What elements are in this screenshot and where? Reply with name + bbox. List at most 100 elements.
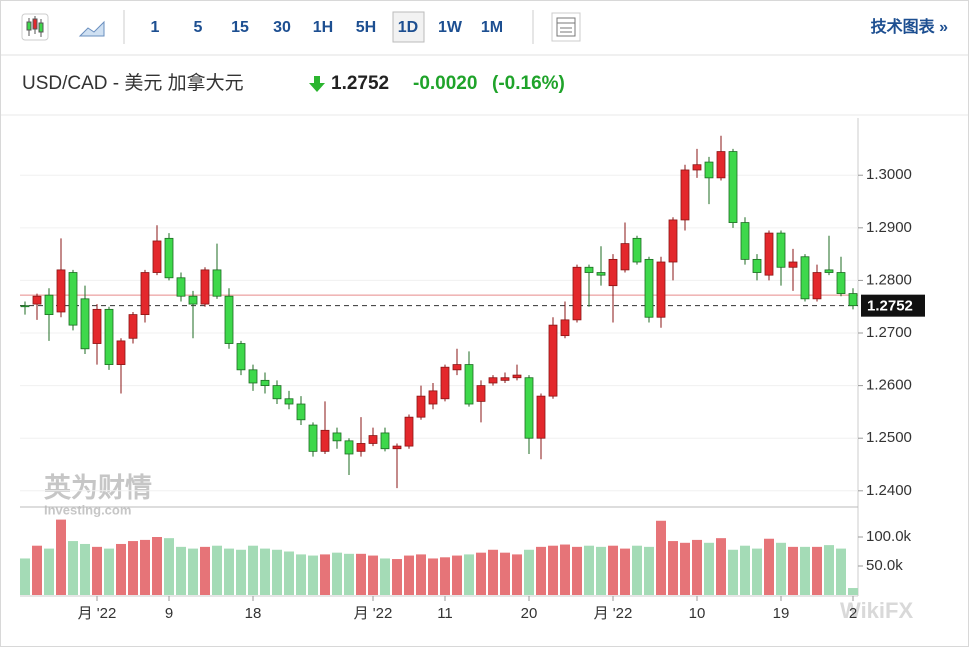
volume-bar	[404, 555, 414, 595]
candle-body	[92, 308, 102, 344]
volume-bar	[836, 548, 846, 595]
interval-button[interactable]: 1W	[438, 19, 463, 36]
x-tick-label: 20	[521, 605, 538, 622]
candle-body	[56, 269, 66, 313]
volume-bar	[212, 545, 222, 595]
volume-bar	[752, 548, 762, 595]
candle-body	[464, 364, 474, 405]
technical-link[interactable]: 技术图表 »	[871, 17, 948, 36]
candle-body	[392, 445, 402, 450]
volume-bar	[512, 554, 522, 595]
candle-body	[164, 237, 174, 279]
volume-bar	[500, 552, 510, 595]
candle-body	[284, 398, 294, 405]
volume-bar	[236, 549, 246, 595]
volume-bar	[332, 552, 342, 595]
candle-body	[776, 232, 786, 268]
last-price-label: 1.2752	[867, 298, 913, 315]
y-tick-label: 1.2600	[866, 377, 912, 394]
volume-bar	[704, 542, 714, 595]
volume-bar	[488, 549, 498, 595]
interval-button[interactable]: 5	[194, 19, 203, 36]
candle-body	[644, 258, 654, 318]
candle-body	[716, 151, 726, 179]
volume-bar	[560, 544, 570, 595]
volume-bar	[104, 548, 114, 595]
volume-bar	[284, 551, 294, 595]
candle-body	[656, 261, 666, 318]
y-tick-label: 1.2500	[866, 429, 912, 446]
candle-body	[320, 429, 330, 452]
candle-body	[704, 161, 714, 179]
x-tick-label: 10	[689, 605, 706, 622]
candle-body	[308, 424, 318, 452]
candle-body	[440, 366, 450, 400]
candle-body	[224, 295, 234, 344]
volume-bar	[572, 546, 582, 595]
volume-bar	[524, 549, 534, 595]
volume-bar	[368, 555, 378, 595]
watermark-site: Investing.com	[44, 502, 131, 517]
symbol: USD/CAD - 美元 加拿大元	[22, 71, 244, 94]
volume-bar	[176, 546, 186, 595]
x-tick-label: 9	[165, 605, 173, 622]
interval-button[interactable]: 30	[273, 19, 291, 36]
candle-body	[620, 243, 630, 271]
down-arrow	[309, 76, 325, 92]
candle-body	[368, 435, 378, 444]
price: 1.2752	[331, 73, 389, 94]
candle-body	[212, 269, 222, 297]
candle-body	[140, 272, 150, 316]
interval-button[interactable]: 1H	[313, 19, 333, 36]
area-icon[interactable]	[78, 20, 105, 37]
candle-body	[404, 416, 414, 447]
candle-icon[interactable]	[21, 13, 49, 41]
volume-bar	[116, 543, 126, 595]
volume-bar	[68, 541, 78, 595]
volume-bar	[344, 553, 354, 595]
volume-bar	[416, 554, 426, 595]
interval-button[interactable]: 1D	[398, 19, 418, 36]
x-tick-label: 月 '22	[594, 605, 633, 622]
y-tick-label: 1.2400	[866, 482, 912, 499]
volume-bar	[656, 520, 666, 595]
candle-body	[80, 298, 90, 350]
candle-body	[836, 272, 846, 294]
volume-bar	[56, 519, 66, 595]
interval-button[interactable]: 1	[151, 19, 160, 36]
x-tick-label: 11	[437, 605, 453, 622]
volume-bar	[152, 537, 162, 595]
candle-body	[800, 256, 810, 300]
interval-button[interactable]: 1M	[481, 19, 503, 36]
interval-button[interactable]: 5H	[356, 19, 376, 36]
volume-bar	[224, 548, 234, 595]
candle-body	[176, 277, 186, 297]
candle-body	[788, 261, 798, 268]
candle-body	[548, 324, 558, 397]
change-pct: (-0.16%)	[492, 73, 565, 94]
candle-body	[248, 369, 258, 384]
candle-body	[728, 151, 738, 223]
volume-bar	[740, 545, 750, 595]
candle-body	[296, 403, 306, 421]
candle-body	[560, 319, 570, 337]
watermark: 英为财情 Investing.com WikiFX	[44, 473, 913, 623]
candle-body	[416, 395, 426, 418]
y-tick-label: 1.2800	[866, 271, 912, 288]
volume-bar	[140, 539, 150, 595]
volume-bar	[800, 546, 810, 595]
candle-body	[668, 219, 678, 263]
volume-bar	[428, 558, 438, 595]
volume-bar	[260, 548, 270, 595]
candle-body	[20, 305, 30, 308]
volume-bar	[824, 545, 834, 595]
volume-bar	[80, 543, 90, 595]
candle-body	[764, 232, 774, 276]
table-icon[interactable]	[551, 12, 581, 42]
x-tick-label: 18	[245, 605, 262, 622]
candle-body	[572, 266, 582, 321]
x-tick-label: 月 '22	[354, 605, 393, 622]
interval-button[interactable]: 15	[231, 19, 249, 36]
volume-bar	[32, 545, 42, 595]
